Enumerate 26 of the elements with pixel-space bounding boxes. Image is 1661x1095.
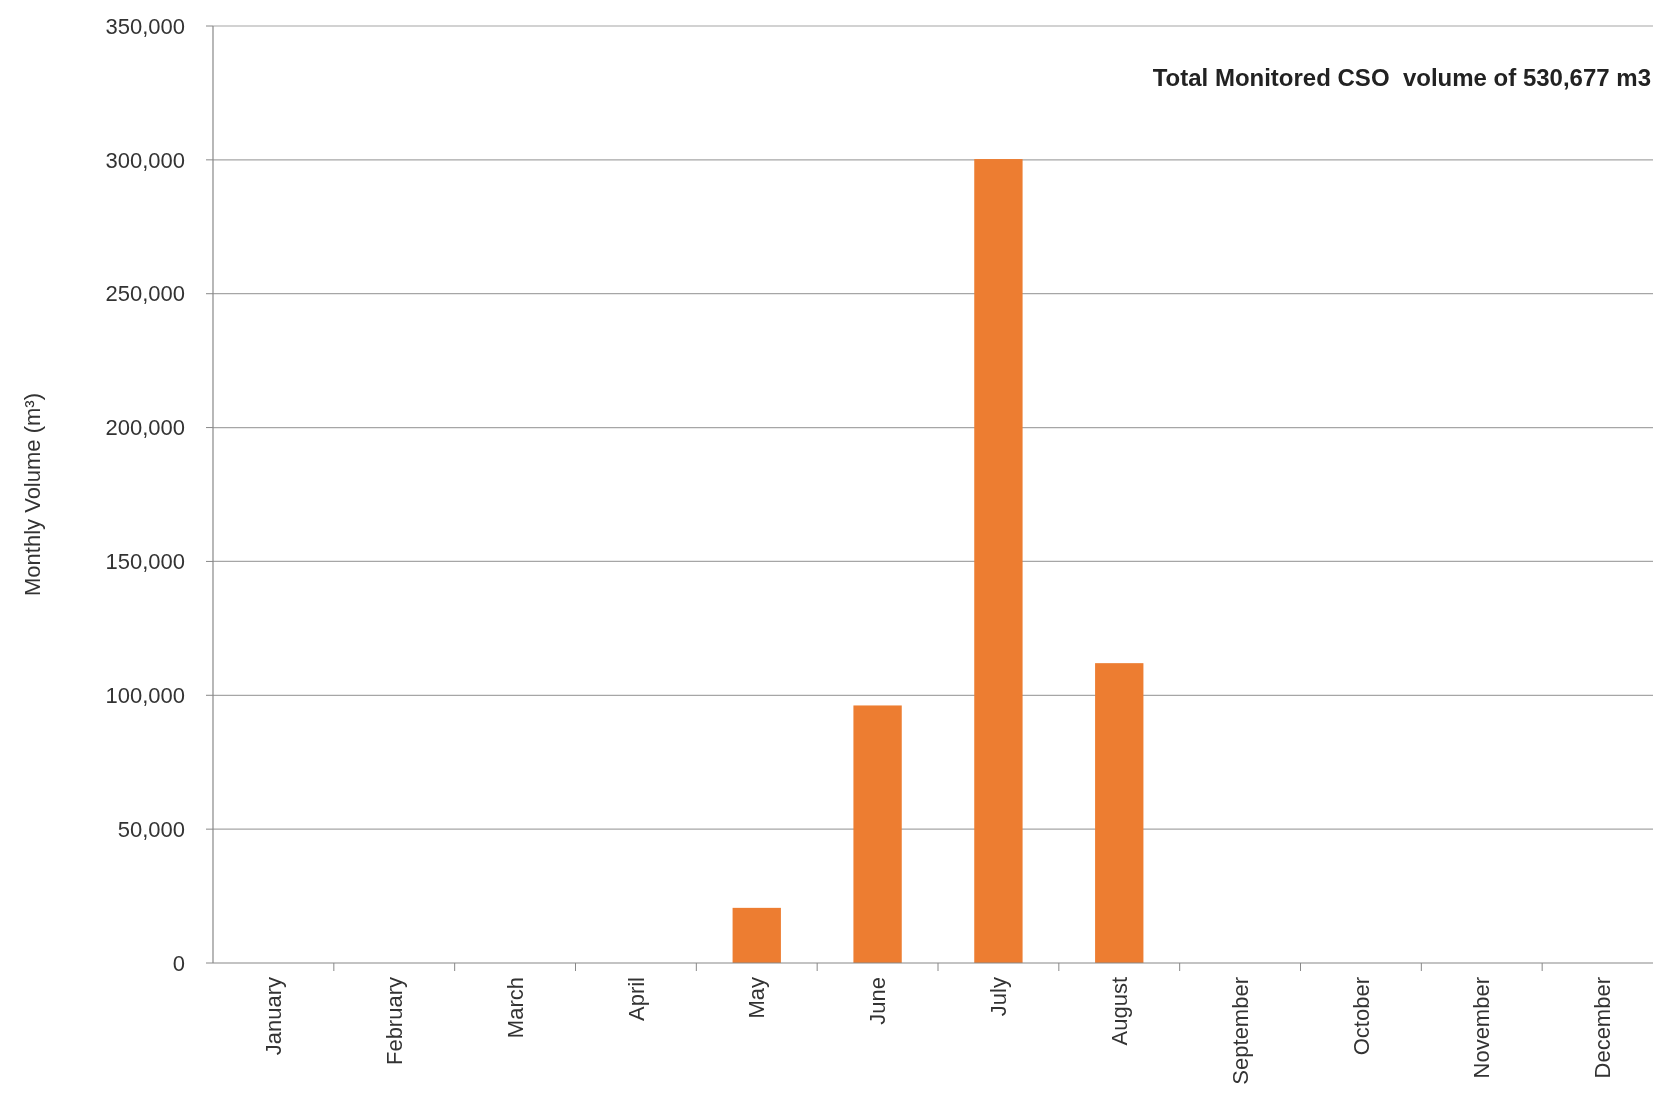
x-tick-label: January <box>261 977 287 1056</box>
bar <box>974 159 1023 963</box>
x-tick-label: March <box>502 977 528 1039</box>
y-tick-label: 350,000 <box>105 13 185 39</box>
x-tick-label: November <box>1469 977 1495 1079</box>
x-tick-label: August <box>1106 977 1132 1046</box>
x-tick-label: April <box>623 977 649 1022</box>
x-tick-label: February <box>381 977 407 1066</box>
x-tick-label: October <box>1348 977 1374 1056</box>
y-tick-label: 300,000 <box>105 147 185 173</box>
y-tick-label: 100,000 <box>105 682 185 708</box>
bar <box>1095 663 1144 963</box>
x-tick-label: September <box>1227 977 1253 1085</box>
y-tick-label: 150,000 <box>105 549 185 575</box>
annotation: Total Monitored CSO volume of 530,677 m3 <box>1152 64 1651 91</box>
y-tick-label: 0 <box>172 950 185 976</box>
bar <box>853 705 902 963</box>
y-tick-label: 250,000 <box>105 281 185 307</box>
y-axis-title: Monthly Volume (m³) <box>20 393 45 596</box>
y-tick-label: 200,000 <box>105 415 185 441</box>
y-tick-label: 50,000 <box>117 816 185 842</box>
bar <box>732 907 781 963</box>
x-tick-label: May <box>744 977 770 1019</box>
x-tick-label: June <box>865 977 891 1025</box>
x-tick-label: July <box>986 977 1012 1017</box>
x-tick-label: December <box>1590 977 1616 1079</box>
